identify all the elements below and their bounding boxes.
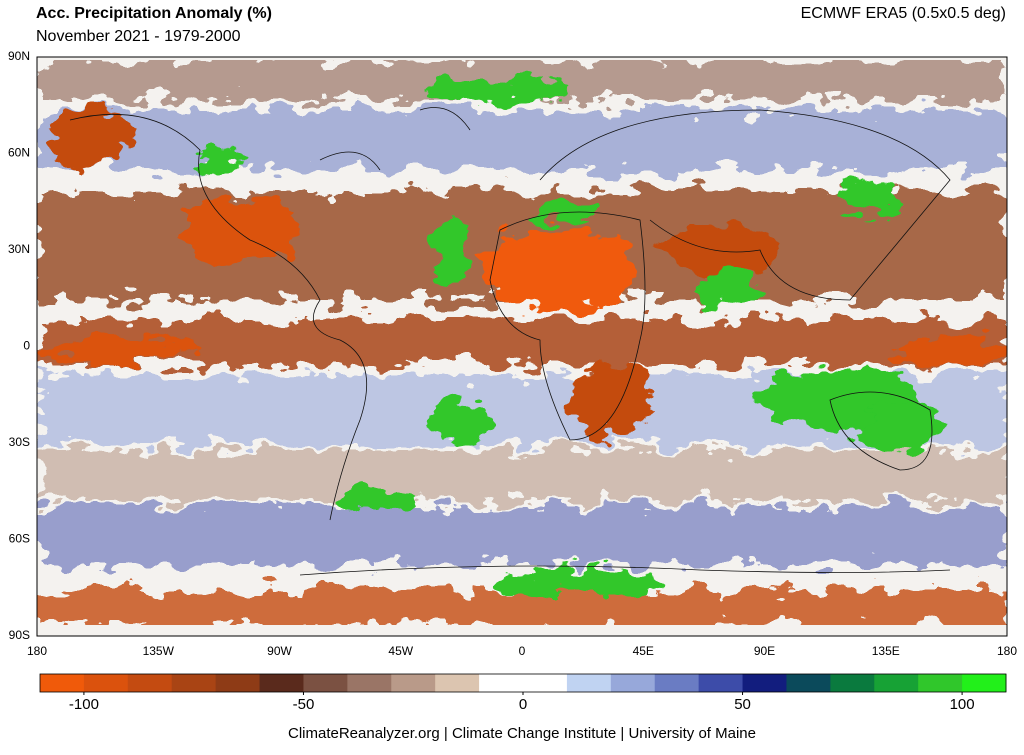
subtitle: November 2021 - 1979-2000	[36, 28, 241, 45]
source: ECMWF ERA5 (0.5x0.5 deg)	[801, 5, 1006, 22]
lat-label: 60S	[9, 532, 30, 546]
colorbar-bin	[918, 674, 963, 692]
lon-label: 135E	[872, 644, 900, 658]
lat-label: 90S	[9, 628, 30, 642]
lon-label: 0	[519, 644, 526, 658]
lon-label: 180	[997, 644, 1017, 658]
colorbar-bin	[303, 674, 348, 692]
colorbar-bin	[654, 674, 700, 692]
colorbar-bin	[40, 674, 85, 692]
colorbar-bin	[786, 674, 831, 692]
colorbar-bin	[742, 674, 787, 692]
colorbar-bin	[347, 674, 392, 692]
colorbar-bin	[215, 674, 261, 692]
colorbar-bin	[566, 674, 612, 692]
lon-label: 180	[27, 644, 47, 658]
colorbar-tick-label: -100	[69, 696, 99, 713]
lon-label: 90W	[267, 644, 292, 658]
lat-label: 30N	[8, 242, 30, 256]
colorbar-bin	[259, 674, 304, 692]
lat-label: 0	[23, 339, 30, 353]
colorbar-bin	[610, 674, 656, 692]
lat-label: 90N	[8, 49, 30, 63]
title: Acc. Precipitation Anomaly (%)	[36, 5, 272, 22]
colorbar-bin	[391, 674, 436, 692]
colorbar-bin	[83, 674, 129, 692]
lat-label: 30S	[9, 435, 30, 449]
lat-label: 60N	[8, 146, 30, 160]
colorbar-bin	[479, 674, 524, 692]
colorbar-bin	[830, 674, 875, 692]
lon-label: 45E	[633, 644, 654, 658]
colorbar-bin	[171, 674, 217, 692]
colorbar-bin	[127, 674, 173, 692]
colorbar-tick-label: 50	[734, 696, 751, 713]
lon-label: 90E	[754, 644, 775, 658]
colorbar-bin	[435, 674, 480, 692]
colorbar-bin	[698, 674, 744, 692]
colorbar-tick-label: -50	[293, 696, 315, 713]
colorbar-tick-label: 100	[950, 696, 975, 713]
colorbar-bin	[962, 674, 1007, 692]
map	[37, 57, 1007, 636]
lon-label: 135W	[143, 644, 175, 658]
map-frame	[36, 56, 1008, 637]
footer: ClimateReanalyzer.org | Climate Change I…	[288, 725, 756, 742]
colorbar-bin	[523, 674, 568, 692]
lon-label: 45W	[388, 644, 413, 658]
colorbar-tick-label: 0	[519, 696, 527, 713]
colorbar-bin	[874, 674, 919, 692]
